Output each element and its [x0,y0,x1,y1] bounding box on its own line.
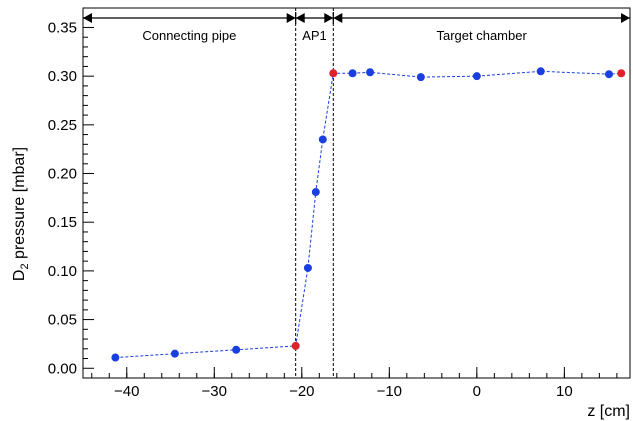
y-tick-label: 0.05 [48,312,77,329]
x-tick-label: 0 [473,383,481,400]
y-axis-title-rest: pressure [mbar] [11,147,28,263]
data-point [170,349,179,358]
plot-frame [82,7,631,379]
region-label: Connecting pipe [142,28,236,43]
y-tick-label: 0.00 [48,360,77,377]
data-point-highlight [617,69,626,78]
region-arrow-head-left [295,13,305,23]
plot-frame-group [82,7,631,379]
x-tick-label: −20 [289,383,314,400]
y-axis-title: D2 pressure [mbar] [11,147,31,281]
x-axis-title: z [cm] [587,403,630,420]
data-point-highlight [329,69,338,78]
region-label: Target chamber [436,28,527,43]
data-point [111,353,120,362]
y-tick-label: 0.10 [48,263,77,280]
x-tick-label: −30 [202,383,227,400]
series-line-group [115,70,622,359]
y-axis-ticks: 0.00 0.05 0.10 0.15 0.20 0.25 0.30 0.35 [48,7,94,377]
y-tick-label: 0.15 [48,214,77,231]
y-axis-title-main: D [11,270,28,282]
data-point [366,68,375,77]
x-axis-ticks: −40 −30 −20 −10 0 10 [91,367,618,400]
y-tick-label: 0.20 [48,166,77,183]
data-point [232,345,241,354]
data-point [311,188,320,197]
series-line [115,70,622,359]
region-arrow-head-right [324,13,334,23]
data-point [348,69,357,78]
x-tick-label: −40 [114,383,139,400]
data-point [472,72,481,81]
data-points [111,67,626,362]
region-arrow-head-right [621,13,630,23]
x-tick-label: 10 [556,383,573,400]
data-point [416,73,425,82]
y-tick-label: 0.25 [48,117,77,134]
y-tick-label: 0.35 [48,19,77,36]
region-arrow-head-left [333,13,343,23]
data-point [536,67,545,76]
data-point-highlight [291,341,300,350]
x-tick-label: −10 [377,383,402,400]
region-arrow-head-right [286,13,296,23]
data-point [318,135,327,144]
y-tick-label: 0.30 [48,68,77,85]
region-label: AP1 [302,28,327,43]
region-arrow-head-left [83,13,92,23]
data-point [303,263,312,272]
data-point [604,70,613,79]
region-arrows: Connecting pipe AP1 Target chamber [82,12,631,43]
y-axis-title-subscript: 2 [19,263,31,269]
